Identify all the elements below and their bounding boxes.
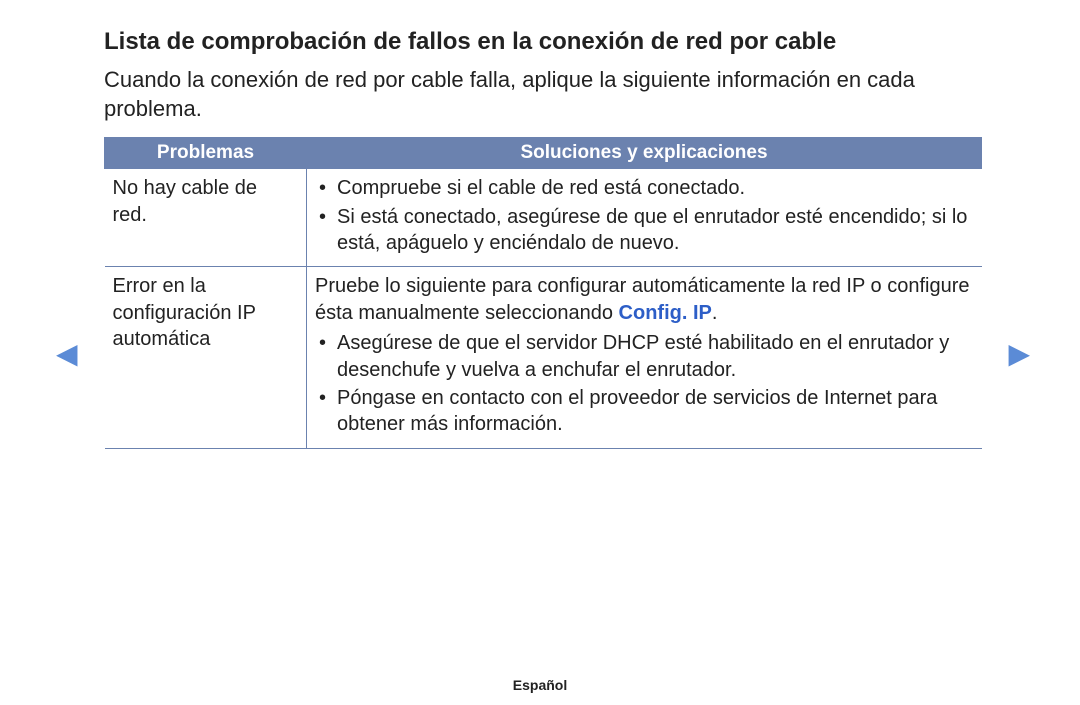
bullet-item: Compruebe si el cable de red está conect… (315, 175, 972, 201)
config-ip-highlight: Config. IP (619, 302, 712, 324)
table-row: Error en la configuración IP automática … (105, 267, 982, 448)
solution-cell: Pruebe lo siguiente para configurar auto… (307, 267, 982, 448)
nav-prev-icon[interactable]: ◀ (56, 340, 78, 368)
table-row: No hay cable de red. Compruebe si el cab… (105, 169, 982, 267)
problem-cell: Error en la configuración IP automática (105, 267, 307, 448)
solution-intro-suffix: . (712, 302, 718, 324)
nav-next-icon[interactable]: ▶ (1008, 340, 1030, 368)
footer-language: Español (0, 677, 1080, 693)
bullet-item: Póngase en contacto con el proveedor de … (315, 385, 972, 438)
bullet-item: Asegúrese de que el servidor DHCP esté h… (315, 330, 972, 383)
solution-intro: Pruebe lo siguiente para configurar auto… (315, 273, 972, 326)
solution-bullets: Compruebe si el cable de red está conect… (315, 175, 972, 256)
problem-cell: No hay cable de red. (105, 169, 307, 267)
solution-bullets: Asegúrese de que el servidor DHCP esté h… (315, 330, 972, 438)
col-header-solutions: Soluciones y explicaciones (307, 138, 982, 169)
troubleshoot-table: Problemas Soluciones y explicaciones No … (104, 137, 982, 449)
col-header-problems: Problemas (105, 138, 307, 169)
manual-page: Lista de comprobación de fallos en la co… (0, 0, 1080, 705)
bullet-item: Si está conectado, asegúrese de que el e… (315, 204, 972, 257)
solution-cell: Compruebe si el cable de red está conect… (307, 169, 982, 267)
page-title: Lista de comprobación de fallos en la co… (104, 28, 982, 56)
page-intro: Cuando la conexión de red por cable fall… (104, 66, 982, 123)
